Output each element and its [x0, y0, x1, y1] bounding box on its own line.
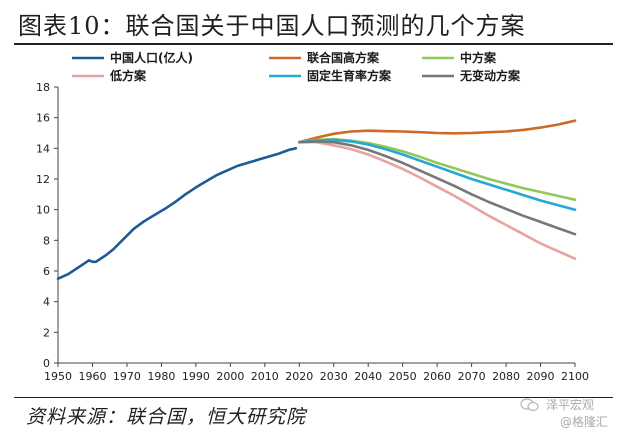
x-tick-label: 1990: [182, 370, 210, 383]
series-line-4: [297, 138, 577, 211]
series-line-2: [297, 137, 577, 201]
legend-label-0: 中国人口(亿人): [110, 50, 193, 65]
y-tick-label: 0: [43, 357, 50, 370]
x-tick-label: 2070: [458, 370, 486, 383]
y-tick-label: 6: [43, 265, 50, 278]
source-note: 资料来源：联合国，恒大研究院: [26, 406, 307, 428]
y-tick-label: 16: [36, 112, 50, 125]
y-tick-label: 2: [43, 326, 50, 339]
y-tick-label: 12: [36, 173, 50, 186]
x-tick-label: 2020: [285, 370, 313, 383]
legend-label-3: 低方案: [109, 68, 147, 83]
x-tick-label: 1950: [44, 370, 72, 383]
x-tick-label: 1980: [147, 370, 175, 383]
x-tick-label: 2000: [216, 370, 244, 383]
x-tick-label: 2010: [251, 370, 279, 383]
x-tick-label: 2100: [561, 370, 589, 383]
x-tick-label: 2080: [492, 370, 520, 383]
chart-title: 图表10：联合国关于中国人口预测的几个方案: [18, 12, 526, 40]
y-tick-label: 18: [36, 81, 50, 94]
x-tick-label: 1960: [78, 370, 106, 383]
legend-label-2: 中方案: [460, 50, 497, 65]
title-divider: [14, 43, 613, 45]
x-tick-label: 1970: [113, 370, 141, 383]
y-tick-label: 14: [36, 142, 50, 155]
x-tick-label: 2030: [320, 370, 348, 383]
x-tick-label: 2060: [423, 370, 451, 383]
watermark-brand: 泽平宏观: [546, 398, 595, 412]
legend-label-5: 无变动方案: [459, 68, 521, 83]
y-tick-label: 10: [36, 204, 50, 217]
series-line-5: [297, 140, 577, 236]
footer-divider: [14, 397, 613, 398]
series-line-3: [297, 140, 577, 261]
wechat-icon: [520, 398, 539, 412]
x-tick-label: 2090: [527, 370, 555, 383]
y-tick-label: 8: [43, 234, 50, 247]
x-tick-label: 2040: [354, 370, 382, 383]
series-line-1: [297, 119, 577, 144]
y-tick-label: 4: [43, 296, 50, 309]
legend-label-4: 固定生育率方案: [307, 68, 392, 83]
watermark-handle: @格隆汇: [560, 415, 609, 429]
series-line-0: [56, 147, 298, 281]
legend-label-1: 联合国高方案: [307, 50, 380, 65]
x-tick-label: 2050: [389, 370, 417, 383]
